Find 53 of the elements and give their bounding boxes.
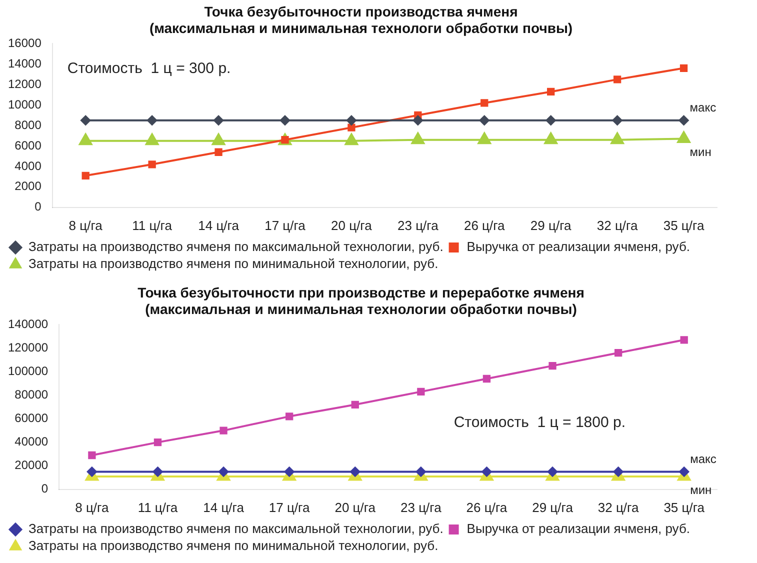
y-tick-label: 20000: [14, 458, 48, 472]
y-tick-label: 12000: [8, 76, 42, 91]
legend-label: Затраты на производство ячменя по максимальной технологии, руб.: [28, 239, 444, 254]
x-tick-label: 35 ц/га: [664, 500, 706, 515]
chart-subtitle: (максимальная и минимальная технологи обработки почвы): [149, 20, 573, 36]
x-tick-label: 32 ц/га: [598, 500, 640, 515]
y-tick-label: 80000: [14, 388, 48, 402]
legend-label: Выручка от реализации ячменя, руб.: [466, 521, 690, 536]
y-tick-label: 2000: [14, 179, 42, 194]
annotation: мин: [690, 145, 712, 160]
legend-label: Выручка от реализации ячменя, руб.: [466, 239, 690, 254]
y-tick-label: 60000: [14, 411, 48, 426]
x-tick-label: 11 ц/га: [132, 218, 173, 233]
y-tick-label: 8000: [14, 118, 42, 132]
x-tick-label: 14 ц/га: [198, 218, 240, 233]
y-tick-label: 120000: [8, 340, 48, 354]
annotation: Стоимость 1 ц = 1800 р.: [454, 414, 626, 431]
chart-subtitle: (максимальная и минимальная технологии обработки почвы): [145, 301, 577, 318]
y-tick-label: 16000: [8, 36, 42, 50]
y-tick-label: 14000: [8, 56, 42, 70]
legend-label: Затраты на производство ячменя по максимальной технологии, руб.: [28, 521, 444, 536]
x-tick-label: 8 ц/га: [75, 500, 110, 515]
y-tick-label: 10000: [8, 97, 42, 112]
annotation: мин: [690, 482, 712, 497]
legend-label: Затраты на производство ячменя по минимальной технологии, руб.: [28, 538, 438, 554]
annotation: Стоимость 1 ц = 300 р.: [67, 60, 231, 78]
x-tick-label: 17 ц/га: [264, 218, 306, 233]
y-tick-label: 140000: [8, 316, 48, 331]
legend-label: Затраты на производство ячменя по минимальной технологии, руб.: [28, 256, 438, 272]
annotation: макс: [690, 452, 716, 466]
x-tick-label: 26 ц/га: [466, 500, 508, 515]
x-tick-label: 14 ц/га: [203, 500, 245, 515]
chart-title: Точка безубыточности производства ячменя: [204, 3, 518, 20]
x-tick-label: 11 ц/га: [138, 500, 178, 515]
x-tick-label: 8 ц/га: [68, 218, 104, 233]
x-tick-label: 23 ц/га: [400, 500, 442, 515]
x-tick-label: 32 ц/га: [596, 218, 638, 233]
x-tick-label: 20 ц/га: [331, 218, 373, 233]
x-tick-label: 20 ц/га: [334, 500, 376, 515]
y-tick-label: 6000: [14, 138, 42, 152]
x-tick-label: 23 ц/га: [398, 218, 440, 233]
x-tick-label: 29 ц/га: [532, 500, 574, 515]
y-tick-label: 0: [41, 482, 48, 496]
annotation: макс: [690, 100, 716, 115]
x-tick-label: 26 ц/га: [464, 218, 506, 233]
x-tick-label: 35 ц/га: [663, 218, 705, 233]
y-tick-label: 4000: [14, 158, 42, 173]
x-tick-label: 17 ц/га: [268, 500, 310, 515]
y-tick-label: 40000: [14, 434, 48, 449]
y-tick-label: 100000: [8, 364, 48, 378]
y-tick-label: 0: [34, 200, 42, 214]
chart-title: Точка безубыточности при производстве и переработке ячменя: [138, 284, 584, 300]
x-tick-label: 29 ц/га: [530, 218, 572, 233]
